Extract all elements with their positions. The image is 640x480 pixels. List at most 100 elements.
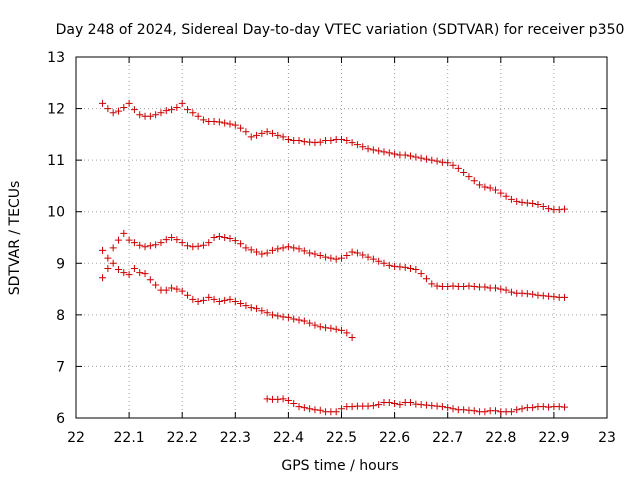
data-point <box>263 309 271 317</box>
data-point <box>338 136 345 144</box>
data-point <box>306 138 314 146</box>
data-point <box>401 263 409 271</box>
data-point <box>226 295 234 303</box>
data-point <box>274 245 282 253</box>
data-point <box>205 239 213 247</box>
data-point <box>125 99 133 107</box>
data-point <box>120 104 128 112</box>
data-point <box>422 155 430 163</box>
data-point <box>465 406 473 414</box>
data-point <box>460 169 468 177</box>
data-point <box>401 151 409 159</box>
data-point <box>316 323 324 331</box>
x-tick-label: 22.8 <box>485 430 516 446</box>
data-point <box>162 107 170 115</box>
data-point <box>539 292 547 300</box>
data-point <box>226 235 234 243</box>
data-point <box>114 236 122 244</box>
data-point <box>221 234 229 241</box>
x-tick-label: 22.5 <box>326 430 357 446</box>
data-point <box>353 249 361 257</box>
data-point <box>428 280 436 288</box>
data-point <box>348 334 356 342</box>
x-tick-label: 22.1 <box>114 430 145 446</box>
data-point <box>253 131 261 139</box>
data-point <box>327 137 335 145</box>
data-point <box>279 133 287 141</box>
data-point <box>338 326 345 334</box>
data-point <box>364 253 372 261</box>
data-point <box>561 205 569 213</box>
data-point <box>545 292 553 300</box>
data-point <box>502 192 510 200</box>
data-point <box>369 255 377 263</box>
data-point <box>316 406 324 414</box>
data-point <box>157 109 165 117</box>
data-point <box>295 137 303 145</box>
data-point <box>417 401 425 409</box>
data-point <box>465 282 473 290</box>
data-point <box>338 405 345 413</box>
data-point <box>417 154 425 162</box>
data-point <box>311 250 319 258</box>
data-point <box>396 401 404 409</box>
data-point <box>184 242 192 250</box>
data-point <box>497 189 505 197</box>
data-point <box>173 285 181 293</box>
data-point <box>173 236 181 244</box>
data-point <box>311 406 319 414</box>
data-point <box>332 408 340 416</box>
data-point <box>231 297 239 305</box>
data-point <box>385 149 393 157</box>
data-point <box>491 186 499 194</box>
data-point <box>168 284 176 292</box>
data-point <box>125 271 133 279</box>
data-point <box>385 261 393 269</box>
data-point <box>189 295 197 303</box>
data-point <box>199 296 207 304</box>
data-point <box>407 152 415 160</box>
data-point <box>428 402 436 410</box>
data-point <box>253 248 261 256</box>
series-track-upper <box>99 99 569 214</box>
data-point <box>465 173 473 181</box>
data-point <box>189 109 197 117</box>
y-tick-labels: 6 7 8 9 10 11 12 13 <box>47 50 65 427</box>
data-point <box>534 200 542 208</box>
data-point <box>290 315 298 323</box>
data-point <box>306 405 314 413</box>
y-tick-label: 7 <box>56 359 65 375</box>
data-point <box>497 285 505 293</box>
x-tick-label: 22.3 <box>220 430 251 446</box>
data-point <box>162 286 170 294</box>
data-point <box>332 325 340 333</box>
series-track-bottom <box>263 395 569 416</box>
data-point <box>529 404 537 412</box>
data-point <box>545 403 553 411</box>
data-point <box>449 282 457 290</box>
data-point <box>444 159 452 167</box>
data-point <box>518 198 526 206</box>
data-point <box>279 313 287 321</box>
data-point <box>263 249 271 257</box>
data-point <box>120 269 128 277</box>
data-point <box>306 249 314 257</box>
data-point <box>359 143 367 151</box>
data-point <box>295 403 303 411</box>
data-point <box>173 104 181 112</box>
data-point <box>476 181 484 189</box>
data-point <box>226 120 234 128</box>
data-point <box>130 264 138 272</box>
data-point <box>481 283 489 291</box>
data-point <box>210 234 218 241</box>
data-point <box>157 239 165 247</box>
data-point <box>279 395 287 403</box>
data-point <box>125 236 133 244</box>
data-point <box>109 259 117 267</box>
data-point <box>263 128 271 136</box>
data-point <box>375 257 383 265</box>
data-point <box>136 269 144 277</box>
data-point <box>284 136 292 144</box>
y-tick-label: 11 <box>47 153 65 169</box>
data-point <box>507 195 515 203</box>
